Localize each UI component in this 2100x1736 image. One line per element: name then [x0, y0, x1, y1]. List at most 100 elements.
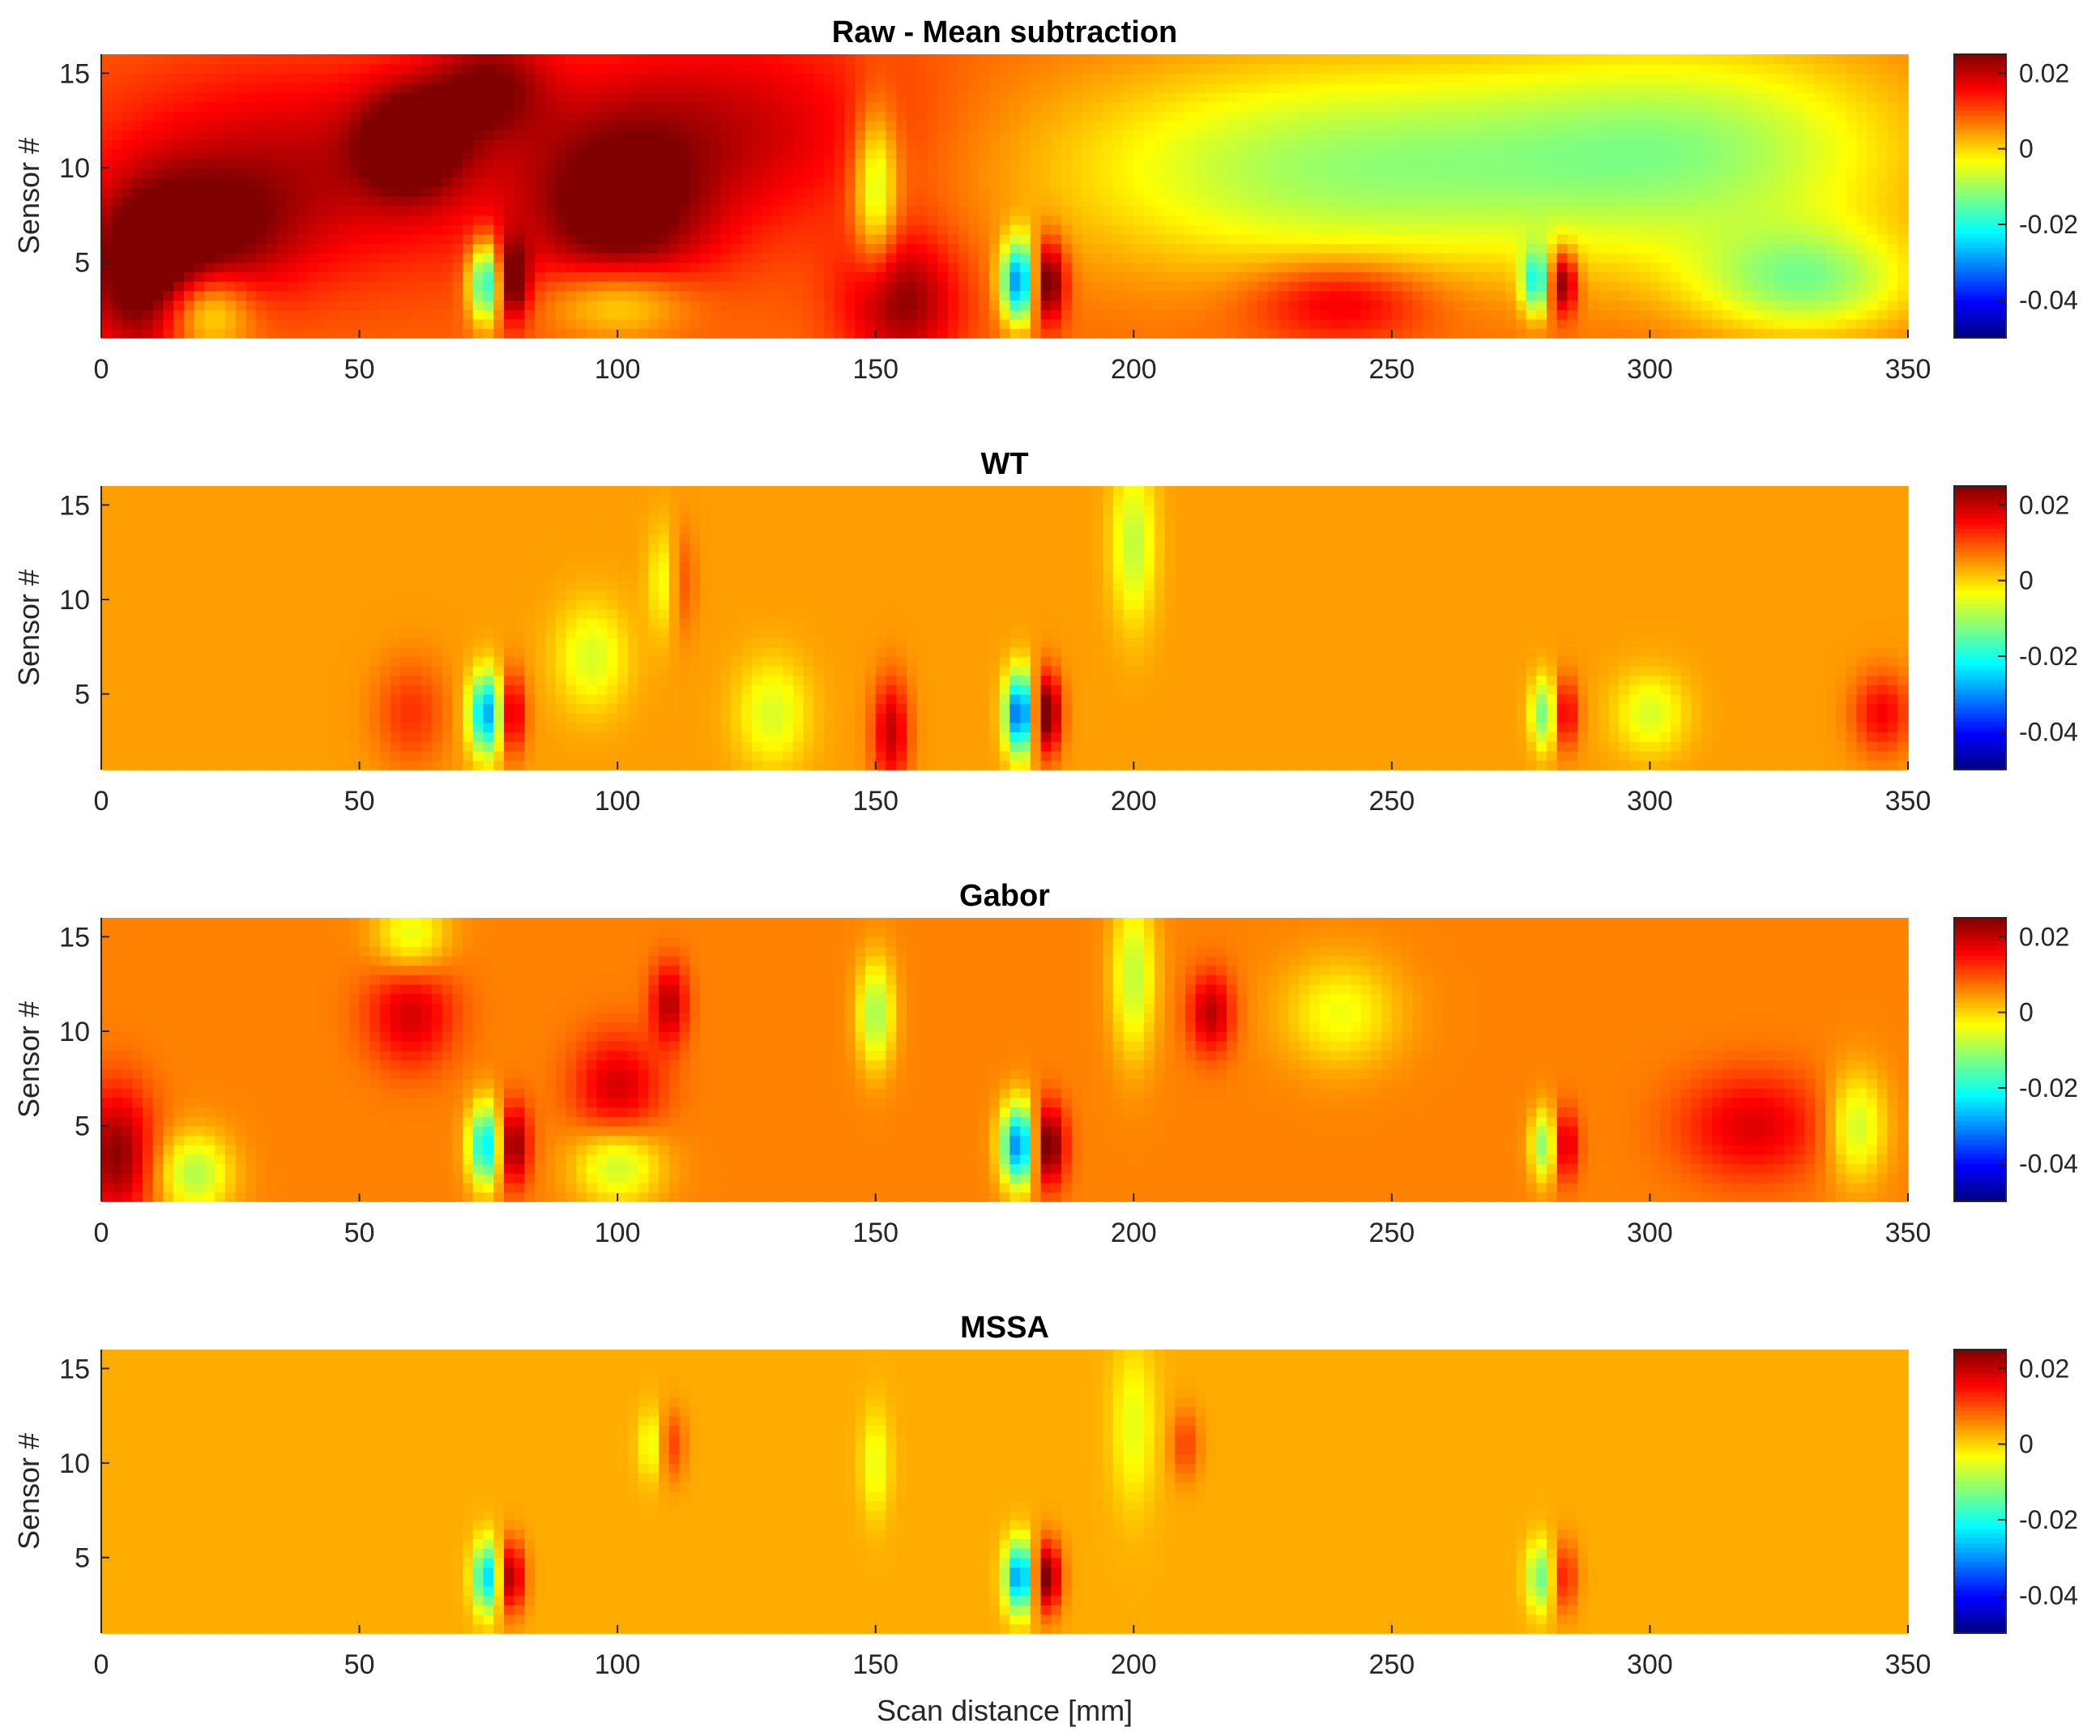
heatmap-cell — [772, 224, 783, 234]
heatmap-cell — [1846, 83, 1858, 92]
heatmap-cell — [411, 92, 422, 102]
heatmap-cell — [1124, 130, 1135, 139]
heatmap-cell — [1206, 253, 1217, 262]
heatmap-cell — [1485, 186, 1496, 196]
heatmap-cell — [1381, 224, 1393, 234]
heatmap-cell — [721, 262, 732, 272]
heatmap-cell — [1608, 158, 1620, 168]
heatmap-cell — [566, 92, 577, 102]
heatmap-cell — [989, 206, 1001, 215]
heatmap-cell — [452, 328, 463, 338]
heatmap-cell — [1722, 253, 1734, 262]
heatmap-cell — [1732, 271, 1744, 281]
heatmap-cell — [1320, 186, 1331, 196]
heatmap-cell — [1846, 73, 1858, 83]
heatmap-cell — [1185, 253, 1197, 262]
heatmap-cell — [122, 309, 133, 319]
heatmap-cell — [401, 300, 412, 309]
heatmap-cell — [886, 158, 897, 168]
heatmap-cell — [1061, 309, 1073, 319]
heatmap-cell — [1361, 319, 1372, 329]
heatmap-cell — [1020, 177, 1031, 187]
heatmap-cell — [1485, 130, 1496, 139]
heatmap-cell — [1444, 139, 1455, 149]
heatmap-cell — [1216, 243, 1227, 253]
heatmap-cell — [153, 168, 164, 177]
heatmap-cell — [1516, 121, 1527, 130]
heatmap-cell — [1784, 149, 1795, 159]
heatmap-cell — [597, 177, 608, 187]
heatmap-cell — [783, 101, 794, 111]
heatmap-cell — [245, 73, 257, 83]
heatmap-cell — [1701, 253, 1713, 262]
heatmap-cell — [762, 291, 774, 301]
heatmap-cell — [752, 309, 763, 319]
heatmap-cell — [194, 130, 206, 139]
heatmap-cell — [937, 300, 949, 309]
heatmap-cell — [1257, 328, 1269, 338]
heatmap-cell — [194, 101, 206, 111]
heatmap-cell — [793, 121, 805, 130]
heatmap-cell — [1299, 130, 1310, 139]
heatmap-cell — [1206, 224, 1217, 234]
heatmap-cell — [277, 139, 288, 149]
heatmap-cell — [256, 92, 267, 102]
heatmap-cell — [1815, 130, 1826, 139]
heatmap-cell — [958, 149, 970, 159]
heatmap-cell — [617, 92, 629, 102]
heatmap-cell — [762, 130, 774, 139]
heatmap-cell — [225, 168, 237, 177]
heatmap-cell — [504, 206, 515, 215]
heatmap-cell — [1536, 111, 1547, 121]
heatmap-cell — [1805, 196, 1816, 206]
heatmap-cell — [1000, 121, 1011, 130]
heatmap-cell — [855, 309, 866, 319]
heatmap-cell — [1082, 328, 1094, 338]
heatmap-cell — [772, 253, 783, 262]
heatmap-cell — [267, 186, 278, 196]
heatmap-cell — [1629, 186, 1641, 196]
heatmap-cell — [1288, 130, 1300, 139]
heatmap-cell — [1464, 271, 1475, 281]
heatmap-cell — [576, 309, 587, 319]
heatmap-cell — [1041, 64, 1052, 74]
heatmap-cell — [1113, 291, 1125, 301]
heatmap-cell — [752, 158, 763, 168]
heatmap-cell — [1516, 149, 1527, 159]
heatmap-cell — [1041, 130, 1052, 139]
heatmap-cell — [1381, 130, 1393, 139]
heatmap-cell — [1082, 319, 1094, 329]
heatmap-cell — [308, 130, 319, 139]
heatmap-cell — [1268, 73, 1279, 83]
heatmap-cell — [1402, 262, 1414, 272]
heatmap-cell — [1547, 111, 1558, 121]
heatmap-cell — [483, 206, 494, 215]
heatmap-cell — [762, 224, 774, 234]
heatmap-cell — [463, 149, 474, 159]
heatmap-cell — [236, 224, 247, 234]
heatmap-cell — [1257, 73, 1269, 83]
heatmap-cell — [700, 92, 711, 102]
heatmap-cell — [1000, 196, 1011, 206]
heatmap-cell — [607, 177, 618, 187]
heatmap-cell — [432, 309, 443, 319]
heatmap-cell — [1206, 281, 1217, 291]
heatmap-cell — [804, 130, 815, 139]
heatmap-cell — [700, 168, 711, 177]
heatmap-cell — [1061, 121, 1073, 130]
heatmap-cell — [504, 196, 515, 206]
heatmap-cell — [204, 243, 216, 253]
heatmap-cell — [1020, 73, 1031, 83]
heatmap-cell — [1722, 121, 1734, 130]
heatmap-cell — [339, 271, 350, 281]
heatmap-cell — [1133, 177, 1145, 187]
heatmap-cell — [1671, 291, 1682, 301]
heatmap-cell — [1320, 206, 1331, 215]
heatmap-cell — [876, 262, 887, 272]
heatmap-cell — [101, 328, 113, 338]
heatmap-cell — [349, 177, 361, 187]
heatmap-cell — [277, 300, 288, 309]
heatmap-cell — [1598, 168, 1610, 177]
heatmap-cell — [1423, 130, 1434, 139]
